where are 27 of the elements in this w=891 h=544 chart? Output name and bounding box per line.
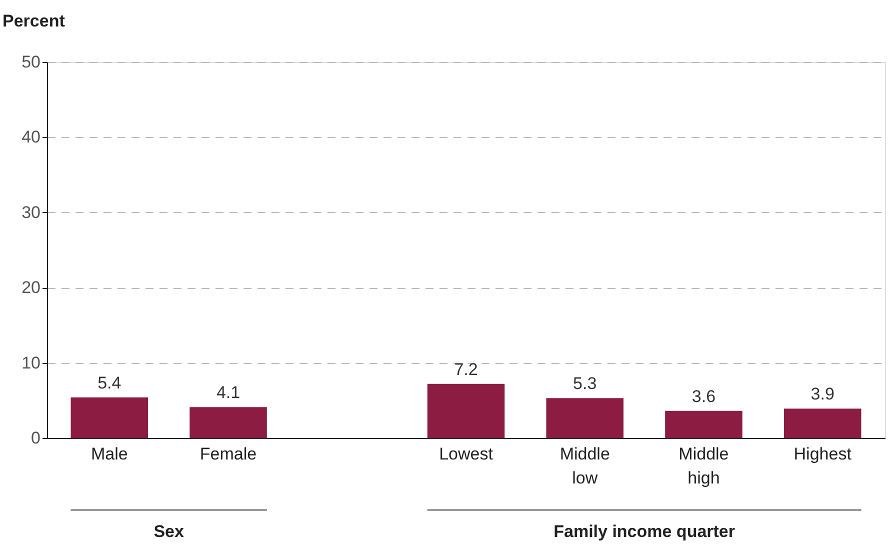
data-label: 7.2 bbox=[454, 360, 478, 379]
y-tick-label: 0 bbox=[31, 428, 40, 448]
y-axis-title: Percent bbox=[2, 12, 66, 30]
y-tick-label: 50 bbox=[22, 52, 40, 72]
data-label: 5.3 bbox=[573, 374, 597, 394]
text: Family income quarter bbox=[554, 522, 736, 541]
x-tick-label: Female bbox=[200, 444, 257, 464]
bar bbox=[665, 410, 742, 438]
bar bbox=[70, 397, 148, 438]
y-tick-label: 30 bbox=[22, 202, 40, 222]
data-label: 3.9 bbox=[810, 384, 834, 404]
y-tick-label: 20 bbox=[22, 278, 40, 298]
y-tick-label: 40 bbox=[22, 128, 40, 147]
data-label: 5.4 bbox=[98, 373, 122, 392]
bar bbox=[546, 398, 624, 438]
y-tick-label: 10 bbox=[22, 353, 40, 372]
x-tick-label: Lowest bbox=[439, 444, 494, 464]
x-tick-label: Middle low bbox=[560, 444, 610, 488]
bar bbox=[784, 408, 862, 438]
text: Sex bbox=[154, 522, 185, 541]
bar bbox=[427, 384, 505, 438]
x-tick-label: Male bbox=[90, 444, 128, 464]
data-label: 3.6 bbox=[692, 386, 716, 406]
data-label: 4.1 bbox=[216, 383, 240, 402]
x-tick-label: Middle high bbox=[678, 444, 729, 488]
bar bbox=[190, 407, 267, 438]
x-tick-label: Highest bbox=[794, 444, 852, 464]
